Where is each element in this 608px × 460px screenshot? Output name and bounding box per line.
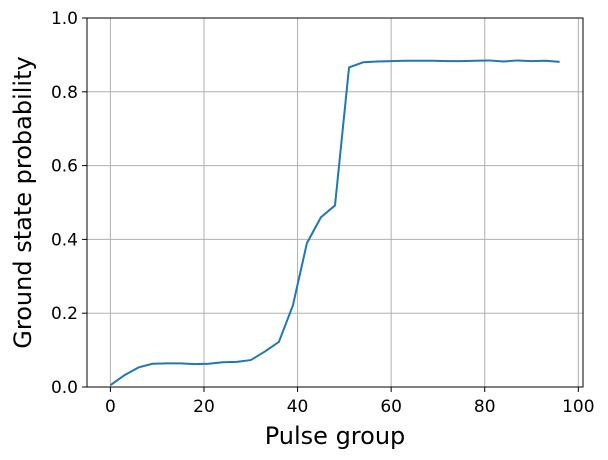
y-tick-label: 0.6 <box>51 157 78 177</box>
series-layer <box>109 59 560 386</box>
x-axis-label: Pulse group <box>265 422 406 450</box>
y-axis-label: Ground state probability <box>9 56 37 348</box>
x-tick-label: 80 <box>474 397 496 417</box>
x-tick-label: 60 <box>380 397 402 417</box>
ticks: 0 20 40 60 80 100 0.0 0.2 0.4 0.6 0.8 1.0 <box>51 9 595 417</box>
x-tick-label: 20 <box>193 397 215 417</box>
x-tick-label: 40 <box>287 397 309 417</box>
y-tick-label: 0.4 <box>51 230 78 250</box>
x-tick-label: 100 <box>562 397 594 417</box>
y-tick-label: 1.0 <box>51 9 78 29</box>
plot-frame <box>86 17 584 388</box>
y-tick-label: 0.0 <box>51 378 78 398</box>
series-line <box>109 59 560 386</box>
y-tick-label: 0.2 <box>51 304 78 324</box>
x-tick-label: 0 <box>105 397 116 417</box>
y-tick-label: 0.8 <box>51 83 78 103</box>
